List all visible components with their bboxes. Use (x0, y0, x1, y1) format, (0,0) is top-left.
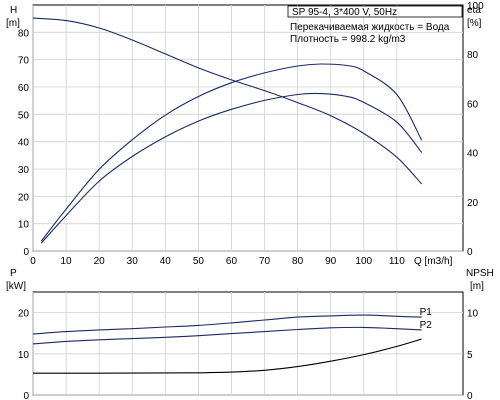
flow-tick-label: 30 (127, 256, 139, 267)
efficiency-curve-1 (40, 63, 423, 242)
power-npsh-panel: P1 P2 0 10 20 0 5 10 P [kW] NPSH [m] (6, 268, 494, 400)
eta-axis-unit: [%] (467, 18, 482, 29)
power-curve-p1 (32, 314, 422, 335)
flow-tick-label: 0 (30, 256, 36, 267)
power-tick-label: 0 (23, 391, 29, 400)
npsh-curve (33, 338, 422, 374)
head-tick-label: 10 (18, 220, 30, 231)
head-axis-unit: [m] (6, 18, 20, 29)
head-tick-label: 30 (18, 165, 30, 176)
head-tick-label: 40 (18, 138, 30, 149)
eta-tick-label: 80 (467, 50, 479, 61)
flow-tick-label: 10 (61, 256, 73, 267)
liquid-label: Перекачиваемая жидкость = Вода (290, 22, 450, 33)
series-label-p1: P1 (420, 307, 433, 318)
efficiency-curve-2 (40, 92, 423, 244)
npsh-tick-label: 10 (467, 309, 479, 320)
head-axis-label: H (10, 5, 17, 16)
flow-tick-label: 80 (292, 256, 304, 267)
series-label-p2: P2 (420, 320, 433, 331)
eta-tick-label: 40 (467, 149, 479, 160)
power-curve-p2 (32, 326, 422, 345)
flow-tick-label: 50 (193, 256, 205, 267)
head-curve (32, 17, 423, 185)
npsh-tick-label: 0 (467, 391, 473, 400)
head-efficiency-panel: 0 10 20 30 40 50 60 70 80 90 100 110 0 10 20 30 40 50 60 70… (6, 1, 484, 267)
head-tick-label: 70 (18, 56, 30, 67)
flow-tick-label: 70 (259, 256, 271, 267)
flow-tick-label: 40 (160, 256, 172, 267)
power-tick-label: 10 (18, 350, 30, 361)
flow-tick-label: 100 (355, 256, 372, 267)
eta-tick-label: 60 (467, 99, 479, 110)
head-tick-label: 50 (18, 110, 30, 121)
power-axis-unit: [kW] (6, 281, 26, 292)
head-tick-label: 60 (18, 83, 30, 94)
npsh-axis-label: NPSH (466, 268, 494, 279)
power-axis-label: P (10, 268, 17, 279)
eta-axis-label: eta (467, 5, 481, 16)
head-tick-label: 20 (18, 192, 30, 203)
pump-model-box (287, 5, 463, 18)
npsh-tick-label: 5 (467, 350, 473, 361)
head-tick-label: 0 (23, 247, 29, 258)
pump-model-label: SP 95-4, 3*400 V, 50Hz (292, 7, 397, 18)
flow-tick-label: 110 (389, 256, 405, 267)
power-tick-label: 20 (18, 309, 30, 320)
npsh-axis-unit: [m] (470, 281, 484, 292)
density-label: Плотность = 998.2 kg/m3 (290, 34, 406, 45)
flow-tick-label: 20 (94, 256, 106, 267)
flow-tick-label: 60 (226, 256, 238, 267)
eta-tick-label: 100 (467, 1, 484, 12)
eta-tick-label: 0 (467, 247, 473, 258)
flow-tick-label: 90 (325, 256, 337, 267)
eta-tick-label: 20 (467, 198, 479, 209)
head-tick-label: 80 (18, 28, 30, 39)
flow-axis-label: Q [m3/h] (414, 256, 453, 267)
